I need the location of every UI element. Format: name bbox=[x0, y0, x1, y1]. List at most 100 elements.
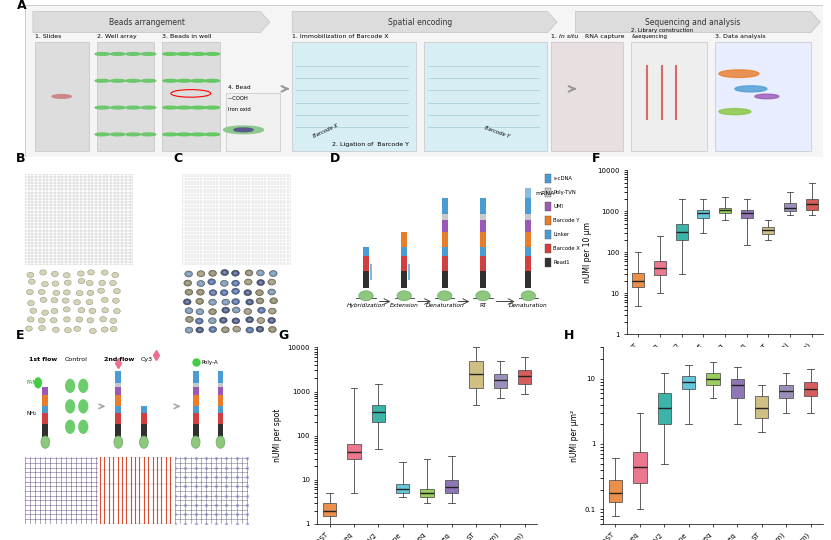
Circle shape bbox=[27, 289, 33, 295]
Circle shape bbox=[257, 270, 264, 276]
Circle shape bbox=[184, 280, 192, 286]
Bar bbox=[441, 198, 448, 214]
Circle shape bbox=[87, 270, 95, 275]
Circle shape bbox=[233, 326, 240, 332]
Circle shape bbox=[177, 106, 191, 109]
Bar bbox=[479, 256, 486, 271]
Circle shape bbox=[232, 288, 239, 294]
Circle shape bbox=[38, 326, 46, 330]
Bar bbox=[218, 387, 224, 395]
Circle shape bbox=[141, 133, 155, 136]
Bar bbox=[193, 424, 199, 437]
Circle shape bbox=[232, 318, 239, 324]
Bar bbox=[525, 271, 532, 288]
Circle shape bbox=[268, 289, 276, 295]
Circle shape bbox=[211, 272, 214, 275]
Circle shape bbox=[76, 317, 83, 322]
PathPatch shape bbox=[804, 382, 817, 396]
Circle shape bbox=[199, 272, 203, 275]
Circle shape bbox=[163, 106, 177, 109]
Bar bbox=[116, 413, 121, 424]
Circle shape bbox=[234, 300, 238, 303]
Circle shape bbox=[210, 319, 214, 322]
PathPatch shape bbox=[323, 503, 337, 516]
Bar bbox=[715, 42, 811, 151]
Circle shape bbox=[185, 308, 193, 314]
Circle shape bbox=[140, 436, 148, 448]
Circle shape bbox=[258, 299, 262, 302]
Circle shape bbox=[41, 436, 50, 448]
Circle shape bbox=[177, 133, 191, 136]
Circle shape bbox=[42, 281, 48, 287]
Circle shape bbox=[270, 319, 273, 322]
Text: Linker: Linker bbox=[553, 232, 570, 237]
Bar bbox=[193, 395, 199, 407]
Bar bbox=[479, 271, 486, 288]
Bar bbox=[525, 198, 532, 214]
Circle shape bbox=[223, 282, 226, 285]
Circle shape bbox=[719, 109, 751, 114]
Circle shape bbox=[246, 299, 253, 305]
Circle shape bbox=[270, 298, 278, 304]
Circle shape bbox=[233, 307, 240, 313]
Circle shape bbox=[224, 328, 227, 332]
Circle shape bbox=[78, 399, 88, 414]
Circle shape bbox=[197, 289, 204, 295]
PathPatch shape bbox=[740, 210, 753, 218]
Circle shape bbox=[40, 270, 47, 275]
Circle shape bbox=[244, 279, 252, 285]
Circle shape bbox=[205, 79, 219, 82]
Circle shape bbox=[248, 301, 252, 303]
Circle shape bbox=[74, 300, 81, 305]
Bar bbox=[218, 382, 224, 387]
Circle shape bbox=[232, 270, 239, 276]
Circle shape bbox=[224, 126, 263, 133]
Circle shape bbox=[197, 320, 201, 322]
Bar bbox=[525, 232, 532, 247]
Circle shape bbox=[185, 300, 189, 303]
Circle shape bbox=[111, 133, 125, 136]
Circle shape bbox=[268, 308, 276, 314]
Circle shape bbox=[209, 280, 214, 284]
Circle shape bbox=[27, 317, 34, 322]
Circle shape bbox=[211, 328, 214, 331]
Circle shape bbox=[62, 298, 69, 303]
Circle shape bbox=[111, 52, 125, 55]
Circle shape bbox=[185, 316, 194, 322]
Circle shape bbox=[256, 326, 263, 332]
Circle shape bbox=[258, 272, 263, 274]
PathPatch shape bbox=[657, 393, 671, 424]
PathPatch shape bbox=[396, 484, 410, 493]
Polygon shape bbox=[33, 11, 270, 33]
PathPatch shape bbox=[763, 227, 774, 234]
Circle shape bbox=[51, 308, 58, 314]
Circle shape bbox=[234, 290, 238, 293]
Bar bbox=[545, 244, 551, 253]
Circle shape bbox=[198, 310, 202, 313]
PathPatch shape bbox=[706, 374, 720, 385]
Circle shape bbox=[65, 280, 71, 285]
Circle shape bbox=[246, 327, 253, 333]
Circle shape bbox=[224, 301, 228, 303]
Circle shape bbox=[95, 106, 110, 109]
PathPatch shape bbox=[654, 261, 666, 275]
Circle shape bbox=[258, 281, 263, 284]
Circle shape bbox=[205, 106, 219, 109]
Bar bbox=[116, 387, 121, 395]
Circle shape bbox=[256, 289, 263, 295]
Circle shape bbox=[234, 272, 238, 275]
Circle shape bbox=[89, 308, 96, 314]
Circle shape bbox=[216, 436, 225, 448]
Circle shape bbox=[141, 106, 155, 109]
Bar bbox=[42, 387, 48, 395]
Text: Read1: Read1 bbox=[553, 260, 570, 265]
Bar bbox=[218, 413, 224, 424]
Text: mRNA: mRNA bbox=[535, 191, 554, 195]
Circle shape bbox=[223, 271, 227, 274]
Text: 1st flow: 1st flow bbox=[28, 357, 57, 362]
Circle shape bbox=[197, 271, 204, 276]
Circle shape bbox=[27, 272, 34, 278]
Bar bbox=[116, 407, 121, 413]
Circle shape bbox=[235, 328, 238, 330]
Circle shape bbox=[269, 271, 277, 276]
